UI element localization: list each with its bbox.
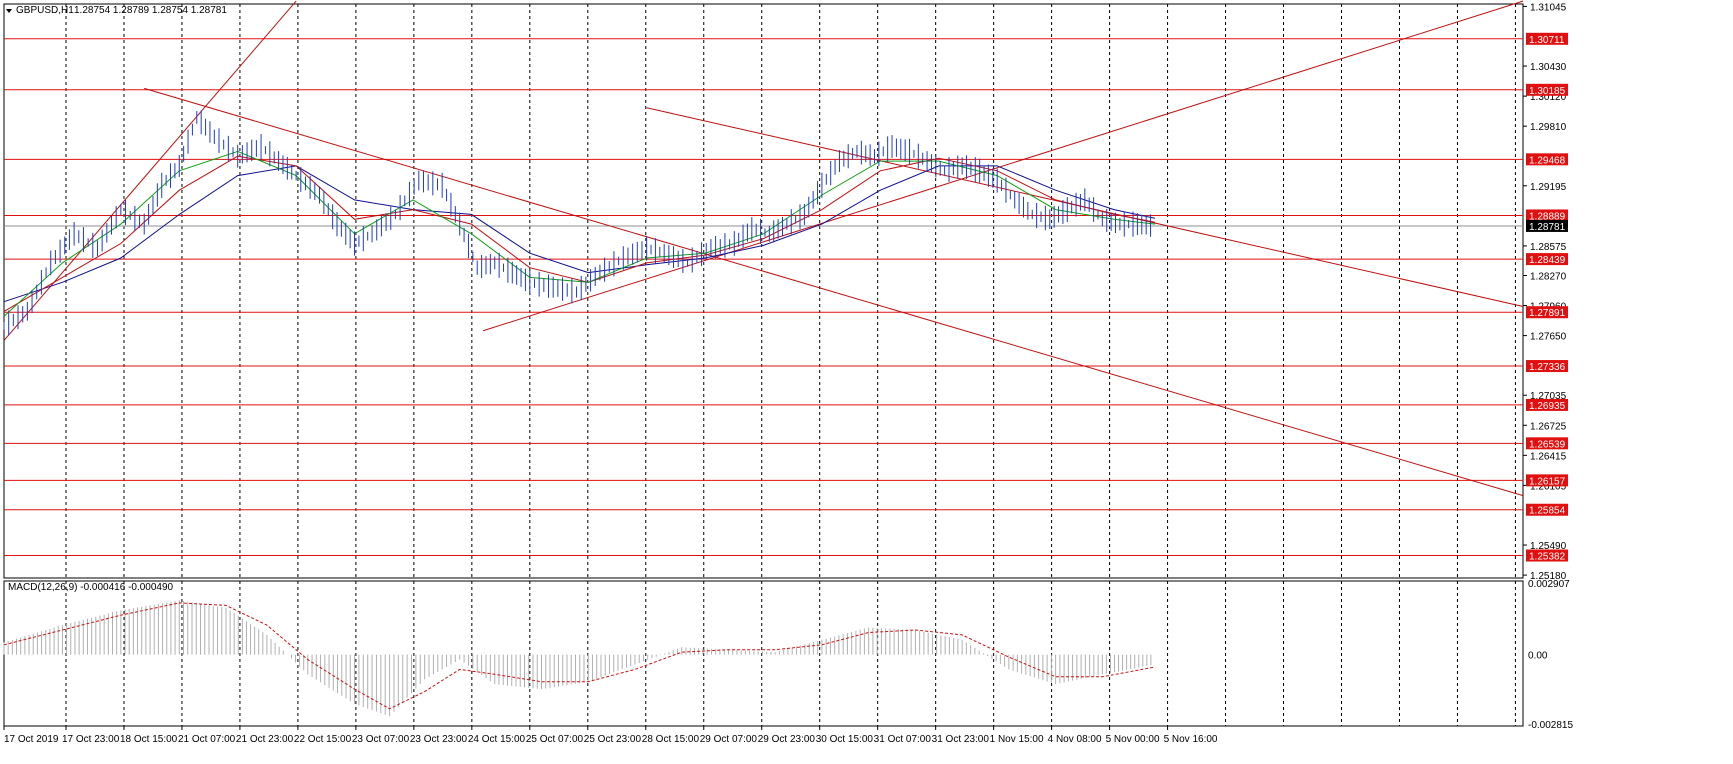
price-tick-label: 1.28575 [1530, 242, 1567, 253]
moving-averages [3, 150, 1156, 317]
level-tag [1526, 83, 1568, 96]
time-axis: 17 Oct 2019 17 Oct 23:00 18 Oct 15:00 21 Oc… [3, 726, 1218, 745]
time-axis-label: 5 Nov 00:00 [1106, 734, 1160, 745]
time-axis-label: 29 Oct 07:00 [700, 734, 758, 745]
chart-header: GBPUSD,H1 1.28754 1.28789 1.28754 1.2878… [6, 5, 227, 16]
time-axis-label: 17 Oct 2019 [4, 734, 59, 745]
price-tick-label: 1.25490 [1530, 541, 1567, 552]
level-tag-label: 1.28889 [1529, 211, 1566, 222]
macd-tick-label: -0.002815 [1528, 720, 1573, 731]
current-price-label: 1.28781 [1529, 222, 1566, 233]
grid [3, 3, 1524, 727]
level-tag [1526, 32, 1568, 45]
level-tag [1526, 549, 1568, 562]
time-axis-label: 21 Oct 23:00 [236, 734, 294, 745]
time-axis-label: 4 Nov 08:00 [1048, 734, 1102, 745]
level-tag-label: 1.26935 [1529, 401, 1566, 412]
level-tag-label: 1.30185 [1529, 86, 1566, 97]
time-axis-label: 17 Oct 23:00 [62, 734, 120, 745]
level-tag-label: 1.26539 [1529, 439, 1566, 450]
price-tick-label: 1.26725 [1530, 421, 1567, 432]
level-tag [1526, 474, 1568, 487]
price-axis: 1.31045 1.30430 1.30120 1.29810 1.29195 1.285… [1523, 2, 1567, 582]
current-price-tag [1526, 219, 1568, 232]
time-axis-label: 31 Oct 23:00 [932, 734, 990, 745]
time-axis-label: 1 Nov 15:00 [990, 734, 1044, 745]
level-tag [1526, 503, 1568, 516]
symbol-label: GBPUSD,H1 [16, 5, 74, 16]
time-axis-label: 28 Oct 15:00 [642, 734, 700, 745]
trendline [144, 87, 1524, 497]
price-tick-label: 1.27650 [1530, 332, 1567, 343]
time-axis-label: 30 Oct 15:00 [816, 734, 874, 745]
level-tag-label: 1.25382 [1529, 552, 1566, 563]
level-tag [1526, 398, 1568, 411]
trendline [482, 0, 1524, 332]
price-tick-label: 1.29810 [1530, 122, 1567, 133]
dropdown-triangle-icon[interactable] [6, 9, 12, 13]
level-tag [1526, 437, 1568, 450]
time-axis-label: 25 Oct 23:00 [584, 734, 642, 745]
price-tick-label: 1.28270 [1530, 271, 1567, 282]
price-series [3, 110, 1152, 336]
level-tag [1526, 306, 1568, 319]
level-tag-label: 1.25854 [1529, 506, 1566, 517]
price-tick-label: 1.25180 [1530, 571, 1567, 582]
price-tick-label: 1.29195 [1530, 182, 1567, 193]
price-tick-label: 1.26105 [1530, 481, 1567, 492]
time-axis-label: 24 Oct 15:00 [468, 734, 526, 745]
time-axis-label: 21 Oct 07:00 [178, 734, 236, 745]
level-tag [1526, 153, 1568, 166]
level-tag [1526, 209, 1568, 222]
macd-tick-label: 0.00 [1528, 651, 1548, 662]
level-tag [1526, 253, 1568, 266]
level-tag-label: 1.27891 [1529, 308, 1566, 319]
level-tag [1526, 360, 1568, 373]
time-axis-label: 5 Nov 16:00 [1164, 734, 1218, 745]
macd-panel: 0.002907 0.00 -0.002815 [3, 579, 1573, 731]
macd-tick-label: 0.002907 [1528, 579, 1570, 590]
time-axis-label: 23 Oct 23:00 [410, 734, 468, 745]
level-tag-label: 1.30711 [1529, 35, 1565, 46]
price-tick-label: 1.30430 [1530, 62, 1567, 73]
ma-fast-line [3, 150, 1155, 317]
price-tick-label: 1.27035 [1530, 391, 1567, 402]
price-tick-label: 1.31045 [1530, 2, 1567, 13]
trendline [3, 0, 297, 341]
macd-label: MACD(12,26,9) -0.000416 -0.000490 [8, 582, 174, 593]
level-tag-label: 1.26157 [1529, 476, 1566, 487]
horizontal-levels [4, 38, 1523, 557]
price-tick-label: 1.26415 [1530, 451, 1567, 462]
level-tag-label: 1.29468 [1529, 155, 1566, 166]
time-axis-label: 18 Oct 15:00 [120, 734, 178, 745]
price-tick-label: 1.30120 [1530, 92, 1567, 103]
level-tag-label: 1.28439 [1529, 255, 1566, 266]
level-tags: 1.30711 1.30185 1.29468 1.28889 1.28439 1.278… [1526, 32, 1568, 563]
ohlc-values: 1.28754 1.28789 1.28754 1.28781 [74, 5, 227, 16]
time-axis-label: 25 Oct 07:00 [526, 734, 584, 745]
time-axis-label: 22 Oct 15:00 [294, 734, 352, 745]
time-axis-label: 31 Oct 07:00 [874, 734, 932, 745]
main-frame [3, 3, 1524, 579]
level-tag-label: 1.27336 [1529, 362, 1566, 373]
time-axis-label: 23 Oct 07:00 [352, 734, 410, 745]
ma-slow-line [3, 165, 1156, 303]
time-axis-label: 29 Oct 23:00 [758, 734, 816, 745]
